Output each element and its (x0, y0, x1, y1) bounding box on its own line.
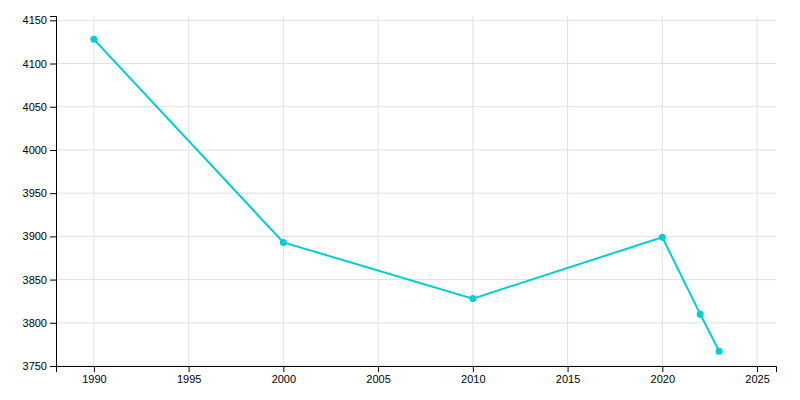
tick-mark (662, 366, 663, 372)
tick-label: 3950 (23, 187, 47, 199)
tick-mark (473, 366, 474, 372)
grid-line (188, 16, 189, 366)
tick-label: 4150 (23, 14, 47, 26)
grid-line (56, 236, 776, 237)
tick-label: 4050 (23, 101, 47, 113)
point (716, 348, 723, 355)
tick: 2005 (366, 366, 390, 385)
grid-line (93, 16, 94, 366)
tick: 3800 (23, 317, 56, 329)
tick-label: 2000 (272, 373, 296, 385)
tick: 1995 (177, 366, 201, 385)
grid-line (56, 149, 776, 150)
tick-mark (50, 280, 56, 281)
tick: 4150 (23, 14, 56, 26)
tick: 3900 (23, 230, 56, 242)
grid-line (662, 16, 663, 366)
grid-line (757, 16, 758, 366)
tick-label: 4100 (23, 58, 47, 70)
tick-label: 2015 (556, 373, 580, 385)
tick-mark (378, 366, 379, 372)
grid-line (56, 106, 776, 107)
tick: 2000 (272, 366, 296, 385)
grid-line (283, 16, 284, 366)
tick: 1990 (82, 366, 106, 385)
tick-mark (50, 323, 56, 324)
tick-mark (283, 366, 284, 372)
grid-line (567, 16, 568, 366)
grid-line (378, 16, 379, 366)
point (659, 234, 666, 241)
tick-label: 3800 (23, 317, 47, 329)
tick-label: 3850 (23, 274, 47, 286)
point (697, 311, 704, 318)
tick-label: 3750 (23, 360, 47, 372)
tick: 3850 (23, 274, 56, 286)
tick: 2025 (745, 366, 769, 385)
tick: 4100 (23, 58, 56, 70)
tick-mark (50, 366, 56, 367)
point (280, 239, 287, 246)
axis-line (57, 367, 777, 373)
grid-line (56, 322, 776, 323)
grid-line (56, 20, 776, 21)
tick: 3750 (23, 360, 56, 372)
series (90, 36, 722, 355)
tick-label: 2005 (366, 373, 390, 385)
point (90, 36, 97, 43)
tick-mark (50, 150, 56, 151)
line (94, 39, 719, 351)
point (469, 295, 476, 302)
plot: 1990 1995 2000 2005 2010 2015 2020 2025 3750 3800… (23, 14, 777, 384)
tick-label: 2025 (745, 373, 769, 385)
grid (56, 16, 776, 366)
grid-line (56, 279, 776, 280)
tick-label: 2010 (461, 373, 485, 385)
tick: 4050 (23, 101, 56, 113)
tick-label: 1995 (177, 373, 201, 385)
tick-mark (50, 193, 56, 194)
tick: 2015 (556, 366, 580, 385)
tick: 3950 (23, 187, 56, 199)
tick-label: 3900 (23, 230, 47, 242)
grid-line (56, 193, 776, 194)
tick-mark (50, 107, 56, 108)
tick-mark (189, 366, 190, 372)
tick-mark (568, 366, 569, 372)
tick-mark (50, 236, 56, 237)
tick-mark (94, 366, 95, 372)
x-axis: 1990 1995 2000 2005 2010 2015 2020 2025 (57, 366, 777, 385)
chart: 1990 1995 2000 2005 2010 2015 2020 2025 3750 3800… (0, 0, 800, 400)
tick: 2010 (461, 366, 485, 385)
axis-line (50, 17, 57, 367)
grid-line (472, 16, 473, 366)
y-axis: 3750 3800 3850 3900 3950 4000 4050 4100 4150 (23, 14, 57, 372)
grid-line (56, 63, 776, 64)
tick-mark (757, 366, 758, 372)
tick-label: 1990 (82, 373, 106, 385)
tick-label: 2020 (651, 373, 675, 385)
tick-label: 4000 (23, 144, 47, 156)
tick: 4000 (23, 144, 56, 156)
tick-mark (50, 20, 56, 21)
tick-mark (50, 64, 56, 65)
tick: 2020 (651, 366, 675, 385)
